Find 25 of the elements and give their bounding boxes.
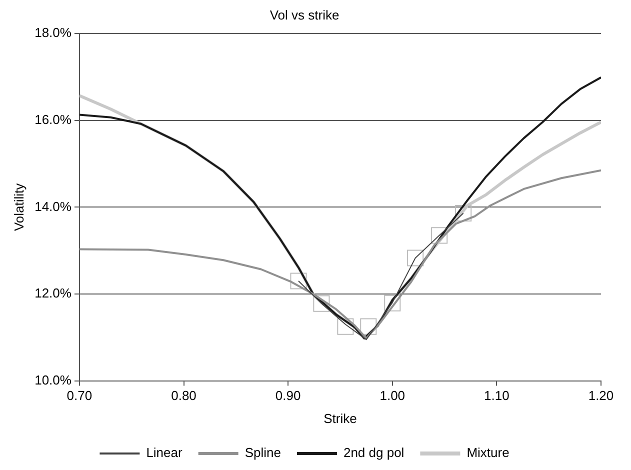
x-tick-label: 1.20 [588, 388, 614, 404]
x-tick-label: 0.80 [171, 388, 196, 404]
legend-label: Mixture [466, 445, 510, 460]
legend-label: 2nd dg pol [343, 445, 404, 460]
point [455, 205, 472, 222]
y-tick-label: 12.0% [34, 286, 72, 301]
y-tick-label: 18.0% [34, 25, 72, 40]
y-tick-label: 14.0% [34, 198, 72, 214]
legend-label: Spline [244, 445, 281, 460]
legend-label: Linear [146, 445, 183, 460]
y-tick-label: 16.0% [34, 112, 72, 127]
point [337, 318, 354, 335]
point [431, 227, 448, 244]
x-axis-title: Strike [324, 410, 357, 426]
y-axis-title: Volatility [11, 182, 26, 232]
point [313, 295, 330, 312]
chart-title: Vol vs strike [270, 7, 340, 22]
x-tick-label: 1.10 [484, 388, 510, 404]
x-tick-label: 1.00 [380, 388, 406, 404]
point [290, 272, 307, 290]
y-tick-label: 10.0% [34, 372, 72, 388]
point [407, 250, 424, 266]
x-tick-label: 0.90 [275, 388, 301, 404]
x-tick-label: 0.70 [66, 388, 92, 404]
point [384, 294, 401, 312]
